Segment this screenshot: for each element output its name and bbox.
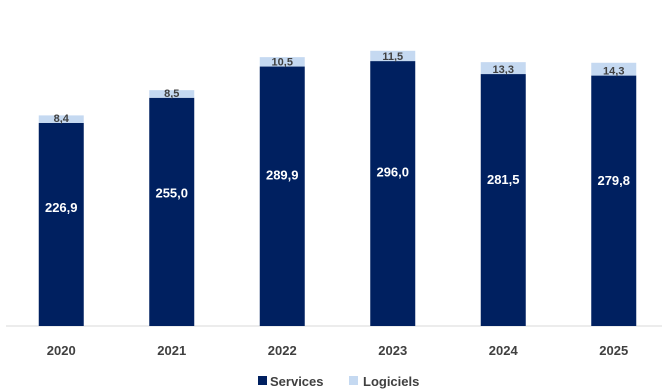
data-label-logiciels-2021: 8,5 <box>164 88 179 100</box>
bar-logiciels-2020 <box>38 115 84 123</box>
x-tick-2020: 2020 <box>47 343 76 358</box>
data-label-logiciels-2023: 11,5 <box>382 51 403 63</box>
x-tick-2022: 2022 <box>268 343 297 358</box>
bar-logiciels-2021 <box>149 90 195 98</box>
legend: Services Logiciels <box>258 374 419 389</box>
bar-logiciels-2025 <box>591 62 637 76</box>
x-tick-labels: 2020 2021 2022 2023 2024 2025 <box>47 343 628 358</box>
data-label-logiciels-2020: 8,4 <box>54 113 70 125</box>
bar-services-2020 <box>38 122 84 326</box>
legend-swatch-logiciels <box>349 376 358 385</box>
x-tick-2024: 2024 <box>489 343 519 358</box>
bar-logiciels-2024 <box>480 62 526 75</box>
data-label-logiciels-2024: 13,3 <box>493 64 514 76</box>
bar-services-2024 <box>480 74 526 327</box>
data-label-services-2022: 289,9 <box>266 168 299 183</box>
data-label-services-2024: 281,5 <box>487 172 520 187</box>
data-label-services-2025: 279,8 <box>597 173 630 188</box>
bar-services-2025 <box>591 75 637 326</box>
data-label-services-2020: 226,9 <box>45 200 78 215</box>
legend-label-logiciels: Logiciels <box>363 374 419 389</box>
x-tick-2023: 2023 <box>378 343 407 358</box>
data-label-services-2021: 255,0 <box>155 186 188 201</box>
bar-logiciels-2022 <box>259 57 305 67</box>
bar-logiciels-2023 <box>370 50 416 62</box>
legend-label-services: Services <box>270 374 324 389</box>
x-tick-2021: 2021 <box>157 343 186 358</box>
data-label-services-2023: 296,0 <box>376 164 409 179</box>
bars-layer: 226,9 8,4 255,0 8,5 289,9 10,5 296,0 11,5 281,5 1… <box>38 50 637 327</box>
x-tick-2025: 2025 <box>599 343 628 358</box>
legend-swatch-services <box>258 376 267 385</box>
bar-services-2021 <box>149 97 195 327</box>
bar-services-2023 <box>370 61 416 327</box>
data-label-logiciels-2022: 10,5 <box>272 57 293 69</box>
data-label-logiciels-2025: 14,3 <box>603 66 624 78</box>
bar-services-2022 <box>259 66 305 327</box>
